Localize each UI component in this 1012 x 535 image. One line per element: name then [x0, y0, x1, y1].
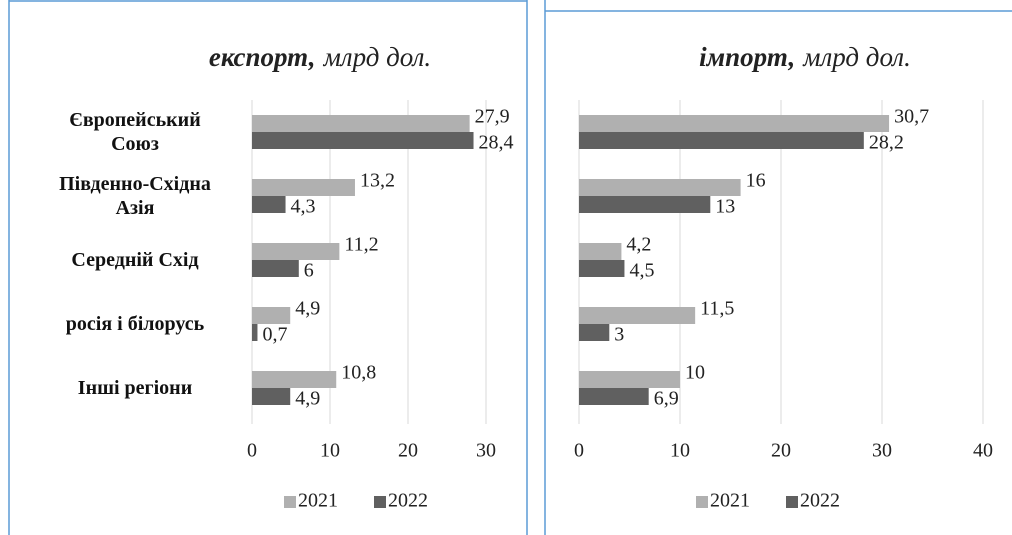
bar	[252, 307, 291, 324]
x-tick-label: 0	[574, 440, 584, 462]
category-label: Середній Схід	[71, 249, 199, 271]
chart-title: експорт, млрд дол.	[209, 42, 431, 72]
value-label: 16	[746, 170, 766, 192]
legend-label: 2021	[710, 490, 750, 512]
value-label: 30,7	[894, 106, 929, 128]
bar	[252, 196, 286, 213]
legend-label: 2022	[388, 490, 428, 512]
title-main: імпорт,	[699, 42, 795, 72]
legend-swatch	[374, 496, 386, 508]
category-text: Середній Схід	[71, 249, 199, 271]
bar	[579, 115, 890, 132]
value-label: 28,4	[479, 132, 514, 154]
category-text: Південно-Східна Азія	[59, 173, 211, 219]
value-label: 10,8	[341, 362, 376, 384]
bar	[252, 260, 299, 277]
value-label: 4,5	[629, 260, 654, 282]
category-label: Інші регіони	[77, 377, 193, 399]
legend-swatch	[284, 496, 296, 508]
title-main: експорт,	[209, 42, 316, 72]
bar	[252, 371, 337, 388]
value-label: 0,7	[262, 324, 287, 346]
category-text: Інші регіони	[77, 377, 193, 399]
x-tick-label: 30	[872, 440, 892, 462]
x-tick-label: 10	[670, 440, 690, 462]
chart-title: імпорт, млрд дол.	[699, 42, 911, 72]
value-label: 3	[614, 324, 624, 346]
category-label: росія і білорусь	[65, 313, 205, 335]
x-tick-label: 30	[476, 440, 496, 462]
category-text: Європейський Союз	[69, 109, 201, 155]
value-label: 11,2	[344, 234, 378, 256]
value-label: 11,5	[700, 298, 734, 320]
bar	[579, 132, 864, 149]
bar	[579, 307, 696, 324]
bar	[579, 324, 610, 341]
bar	[579, 179, 741, 196]
value-label: 4,9	[295, 388, 320, 410]
value-label: 28,2	[869, 132, 904, 154]
value-label: 4,2	[626, 234, 651, 256]
category-label: Південно-Східна Азія	[59, 173, 211, 219]
value-label: 6	[304, 260, 314, 282]
bar	[579, 260, 625, 277]
legend-swatch	[696, 496, 708, 508]
value-label: 13	[715, 196, 735, 218]
value-label: 4,9	[295, 298, 320, 320]
bar	[579, 371, 680, 388]
bar	[579, 196, 711, 213]
legend-label: 2022	[800, 490, 840, 512]
x-tick-label: 40	[973, 440, 993, 462]
bar	[252, 115, 470, 132]
value-label: 27,9	[475, 106, 510, 128]
bar	[252, 324, 258, 341]
title-unit: млрд дол.	[802, 42, 911, 72]
x-tick-label: 20	[398, 440, 418, 462]
bar	[579, 243, 622, 260]
value-label: 4,3	[291, 196, 316, 218]
title-unit: млрд дол.	[323, 42, 432, 72]
bar	[252, 179, 355, 196]
legend-swatch	[786, 496, 798, 508]
bar	[579, 388, 649, 405]
x-tick-label: 0	[247, 440, 257, 462]
category-text: росія і білорусь	[65, 313, 205, 335]
bar	[252, 243, 340, 260]
value-label: 6,9	[654, 388, 679, 410]
bar	[252, 132, 474, 149]
x-tick-label: 20	[771, 440, 791, 462]
value-label: 13,2	[360, 170, 395, 192]
category-label: Європейський Союз	[69, 109, 201, 155]
x-tick-label: 10	[320, 440, 340, 462]
value-label: 10	[685, 362, 705, 384]
legend-label: 2021	[298, 490, 338, 512]
bar	[252, 388, 291, 405]
